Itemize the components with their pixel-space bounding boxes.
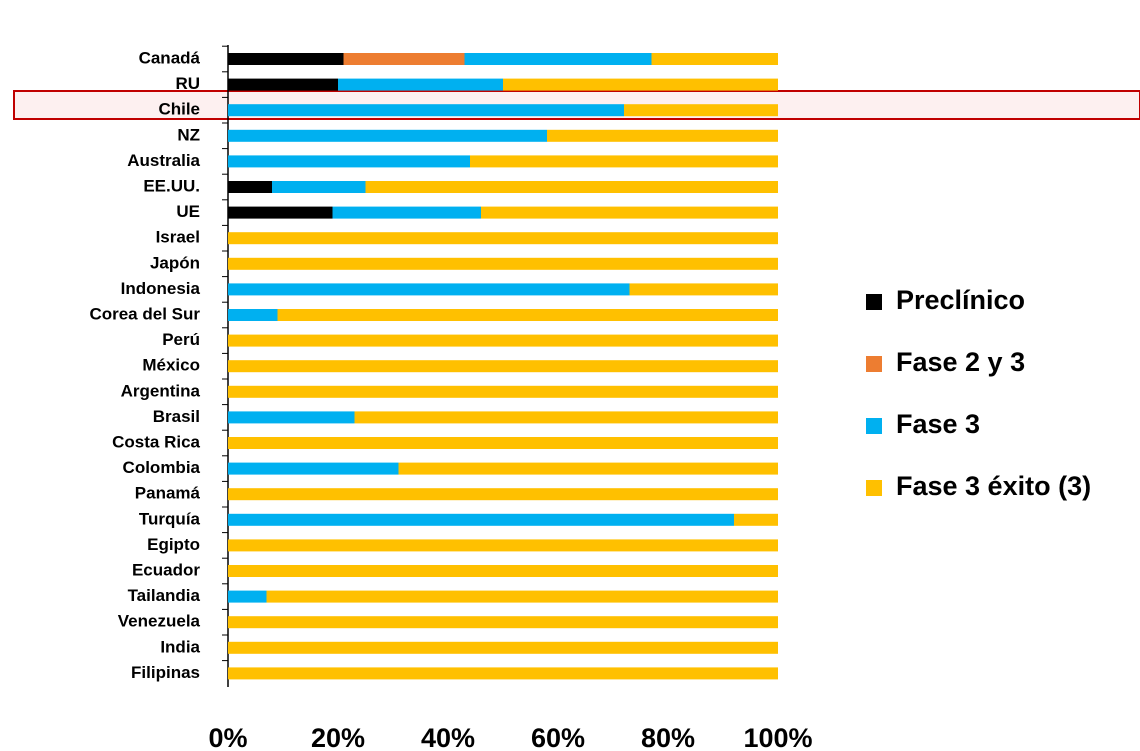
bar-segment xyxy=(228,590,267,603)
bar-segment xyxy=(228,104,624,117)
bar-segment xyxy=(629,283,778,296)
y-tick-label: Perú xyxy=(162,330,200,349)
bar-segment xyxy=(228,565,778,577)
bar-segment xyxy=(228,513,734,526)
bar-segment xyxy=(272,181,366,193)
x-tick-label: 80% xyxy=(641,723,695,751)
bar-segment xyxy=(277,309,778,321)
y-tick-label: Argentina xyxy=(121,381,201,400)
bar-segment xyxy=(228,155,470,168)
legend-swatch xyxy=(866,294,882,310)
x-tick-label: 20% xyxy=(311,723,365,751)
bar-segment xyxy=(228,616,778,629)
y-tick-label: Israel xyxy=(156,228,200,247)
bar-segment xyxy=(228,309,278,321)
bar-segment xyxy=(228,385,778,398)
y-tick-label: NZ xyxy=(177,125,200,144)
y-tick-label: Tailandia xyxy=(128,586,201,605)
bar-segment xyxy=(651,53,778,65)
bar-segment xyxy=(228,232,778,245)
bar-segment xyxy=(338,78,503,91)
bar-segment xyxy=(398,462,778,475)
bar-segment xyxy=(228,181,272,193)
bar-segment xyxy=(343,53,465,65)
x-tick-label: 60% xyxy=(531,723,585,751)
bar-segment xyxy=(547,129,778,142)
legend-swatch xyxy=(866,356,882,372)
y-tick-label: Ecuador xyxy=(132,560,200,579)
bar-segment xyxy=(228,360,778,373)
bar-segment xyxy=(624,104,778,117)
bar-segment xyxy=(354,411,778,424)
bar-segment xyxy=(228,437,778,449)
bar-segment xyxy=(228,129,547,142)
y-tick-label: EE.UU. xyxy=(143,176,200,195)
y-tick-label: Indonesia xyxy=(121,279,201,298)
y-tick-label: Egipto xyxy=(147,535,200,554)
y-tick-label: Brasil xyxy=(153,407,200,426)
bar-segment xyxy=(734,513,778,526)
bar-segment xyxy=(228,488,778,501)
bar-segment xyxy=(228,667,778,680)
y-tick-label: Costa Rica xyxy=(112,432,200,451)
bar-segment xyxy=(228,539,778,552)
legend-label: Fase 3 xyxy=(896,409,980,439)
legend-label: Fase 2 y 3 xyxy=(896,347,1025,377)
bar-segment xyxy=(228,641,778,654)
bar-segment xyxy=(228,53,344,65)
bar-segment xyxy=(365,181,778,193)
y-tick-label: Canadá xyxy=(139,48,201,67)
bar-segment xyxy=(228,334,778,347)
legend-label: Fase 3 éxito (3) xyxy=(896,471,1091,501)
y-tick-label: México xyxy=(142,356,200,375)
bar-segment xyxy=(228,206,333,219)
bar-segment xyxy=(228,462,399,475)
y-tick-label: Venezuela xyxy=(118,612,201,631)
y-tick-label: Turquía xyxy=(139,509,201,528)
bar-segment xyxy=(332,206,481,219)
legend-swatch xyxy=(866,418,882,434)
y-tick-label: Colombia xyxy=(123,458,201,477)
bar-segment xyxy=(228,411,355,424)
bar-segment xyxy=(481,206,778,219)
y-tick-label: Filipinas xyxy=(131,663,200,682)
y-tick-label: Chile xyxy=(158,100,200,119)
y-tick-label: Australia xyxy=(127,151,200,170)
x-tick-label: 40% xyxy=(421,723,475,751)
bar-segment xyxy=(266,590,778,603)
y-tick-label: India xyxy=(160,637,200,656)
bar-segment xyxy=(228,283,630,296)
bar-segment xyxy=(470,155,778,168)
bar-segment xyxy=(228,257,778,270)
x-tick-label: 100% xyxy=(743,723,812,751)
y-tick-label: Japón xyxy=(150,253,200,272)
y-tick-label: UE xyxy=(176,202,200,221)
y-tick-label: Panamá xyxy=(135,484,201,503)
legend-label: Preclínico xyxy=(896,285,1025,315)
legend-swatch xyxy=(866,480,882,496)
y-tick-label: Corea del Sur xyxy=(89,304,200,323)
bar-segment xyxy=(503,78,778,91)
bar-segment xyxy=(464,53,652,65)
bar-segment xyxy=(228,78,338,91)
y-tick-label: RU xyxy=(175,74,200,93)
x-tick-label: 0% xyxy=(208,723,247,751)
